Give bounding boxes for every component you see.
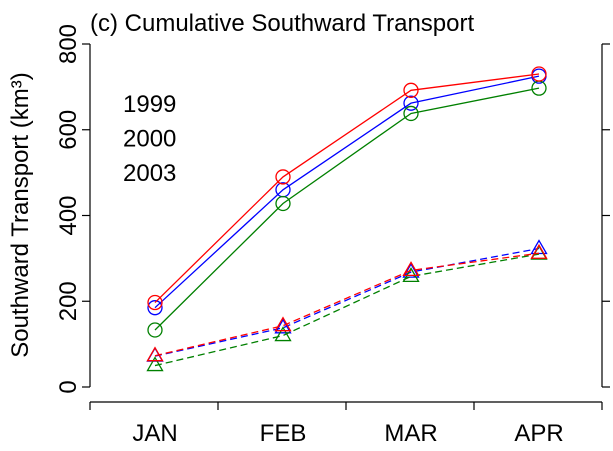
series-line [154,75,540,309]
point [147,322,163,338]
series-line [154,73,540,303]
legend-entry: 2000 [123,126,176,153]
series-line [154,252,540,357]
y-tick-label: 800 [55,24,82,64]
point [402,262,420,278]
legend-entry: 2003 [123,160,176,187]
point [147,294,163,311]
point [275,195,291,212]
x-tick-label: APR [514,420,563,447]
series-line [154,253,540,367]
y-tick-label: 200 [55,281,82,321]
point [530,243,548,259]
point [146,346,164,362]
y-tick-label: 400 [55,195,82,235]
x-axis-ticks [89,402,603,410]
series-line [154,87,540,331]
point [403,82,419,98]
point [275,169,291,185]
point [274,316,292,332]
series-line [154,247,540,357]
y-tick-label: 600 [55,110,82,150]
point [147,300,163,316]
point [146,356,164,372]
chart-title: (c) Cumulative Southward Transport [90,10,474,37]
x-tick-label: JAN [132,420,177,447]
x-tick-label: MAR [384,420,437,447]
point [274,326,292,342]
point [402,261,420,277]
y-axis-label: Southward Transport (km³) [7,72,34,357]
legend-entry: 1999 [123,91,176,118]
y-tick-label: 0 [55,380,82,393]
point [403,95,419,111]
x-tick-label: FEB [260,420,307,447]
point [531,66,547,82]
point [530,244,548,260]
point [403,105,419,122]
